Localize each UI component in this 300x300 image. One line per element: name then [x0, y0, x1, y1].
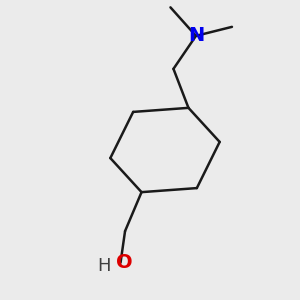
Text: O: O	[116, 253, 133, 272]
Text: H: H	[97, 257, 111, 275]
Text: N: N	[188, 26, 204, 45]
